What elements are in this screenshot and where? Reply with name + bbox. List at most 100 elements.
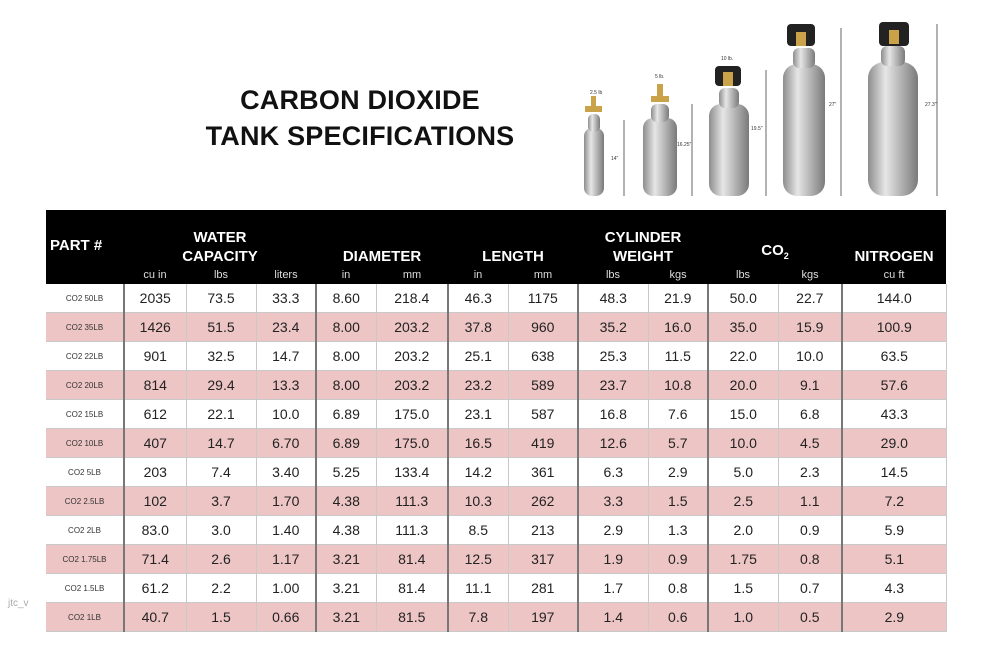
table-cell: 6.89 xyxy=(315,399,377,429)
header-cyl-line2: WEIGHT xyxy=(613,248,674,265)
part-number-cell: CO2 10LB xyxy=(46,428,125,458)
table-cell: 14.5 xyxy=(841,457,947,487)
table-cell: 111.3 xyxy=(376,486,449,516)
table-row: CO2 35LB 1426 51.5 23.4 8.00 203.2 37.8 960 35.2… xyxy=(46,312,947,342)
part-number-cell: CO2 15LB xyxy=(46,399,125,429)
header-nitrogen: NITROGEN xyxy=(842,210,947,266)
table-cell: 218.4 xyxy=(376,284,449,313)
table-cell: 0.5 xyxy=(778,602,843,632)
tank-5lb: 5 lb. 16.25" xyxy=(643,74,693,196)
header-part: PART # xyxy=(46,210,124,266)
table-cell: 14.7 xyxy=(256,341,317,371)
table-cell: 5.9 xyxy=(841,515,947,545)
table-cell: 407 xyxy=(123,428,187,458)
table-cell: 3.21 xyxy=(315,573,377,603)
table-cell: 51.5 xyxy=(186,312,257,342)
table-cell: 203.2 xyxy=(376,370,449,400)
table-cell: 203.2 xyxy=(376,312,449,342)
table-cell: 4.3 xyxy=(841,573,947,603)
table-cell: 16.0 xyxy=(648,312,709,342)
table-cell: 46.3 xyxy=(447,284,509,313)
table-cell: 25.1 xyxy=(447,341,509,371)
table-cell: 4.38 xyxy=(315,515,377,545)
table-cell: 1.4 xyxy=(577,602,649,632)
header-co2-main: CO xyxy=(761,242,784,259)
table-cell: 22.1 xyxy=(186,399,257,429)
table-cell: 1.7 xyxy=(577,573,649,603)
table-cell: 1.5 xyxy=(648,486,709,516)
table-cell: 100.9 xyxy=(841,312,947,342)
header-length: LENGTH xyxy=(448,210,579,266)
table-cell: 8.00 xyxy=(315,370,377,400)
tank-5-height-label: 27.3" xyxy=(925,102,937,108)
table-cell: 814 xyxy=(123,370,187,400)
table-cell: 16.8 xyxy=(577,399,649,429)
table-cell: 5.7 xyxy=(648,428,709,458)
tank-1-height-label: 14" xyxy=(611,156,619,162)
table-cell: 2.0 xyxy=(707,515,779,545)
table-row: CO2 2LB 83.0 3.0 1.40 4.38 111.3 8.5 213 2.9 1.3 2… xyxy=(46,515,947,545)
table-cell: 361 xyxy=(508,457,579,487)
table-cell: 3.21 xyxy=(315,544,377,574)
table-cell: 213 xyxy=(508,515,579,545)
table-cell: 2.9 xyxy=(648,457,709,487)
table-cell: 6.89 xyxy=(315,428,377,458)
unit-cell: kgs xyxy=(648,266,709,284)
table-cell: 4.38 xyxy=(315,486,377,516)
tank-2-weight-label: 5 lb. xyxy=(655,74,664,80)
page-title: CARBON DIOXIDE TANK SPECIFICATIONS xyxy=(150,82,570,154)
table-cell: 3.7 xyxy=(186,486,257,516)
table-cell: 57.6 xyxy=(841,370,947,400)
part-number-cell: CO2 22LB xyxy=(46,341,125,371)
part-number-cell: CO2 50LB xyxy=(46,284,125,313)
table-row: CO2 15LB 612 22.1 10.0 6.89 175.0 23.1 587 16.8 7… xyxy=(46,399,947,429)
table-cell: 35.2 xyxy=(577,312,649,342)
tank-2-5lb: 2.5 lb 14" xyxy=(584,90,625,196)
table-cell: 7.4 xyxy=(186,457,257,487)
table-cell: 15.0 xyxy=(707,399,779,429)
table-cell: 0.8 xyxy=(778,544,843,574)
header-water-capacity: WATER CAPACITY xyxy=(124,210,316,266)
table-row: CO2 1.75LB 71.4 2.6 1.17 3.21 81.4 12.5 317 1.9 0… xyxy=(46,544,947,574)
part-number-cell: CO2 35LB xyxy=(46,312,125,342)
table-cell: 8.5 xyxy=(447,515,509,545)
table-cell: 23.4 xyxy=(256,312,317,342)
table-row: CO2 50LB 2035 73.5 33.3 8.60 218.4 46.3 1175 48.… xyxy=(46,284,947,313)
table-cell: 1.70 xyxy=(256,486,317,516)
spec-table: PART # WATER CAPACITY DIAMETER LENGTH CY… xyxy=(46,210,947,632)
table-cell: 81.4 xyxy=(376,544,449,574)
title-line-1: CARBON DIOXIDE xyxy=(240,85,480,115)
table-cell: 10.8 xyxy=(648,370,709,400)
table-cell: 197 xyxy=(508,602,579,632)
table-cell: 203 xyxy=(123,457,187,487)
table-cell: 0.9 xyxy=(778,515,843,545)
table-cell: 35.0 xyxy=(707,312,779,342)
table-cell: 1.9 xyxy=(577,544,649,574)
table-cell: 1426 xyxy=(123,312,187,342)
table-cell: 638 xyxy=(508,341,579,371)
table-cell: 4.5 xyxy=(778,428,843,458)
table-cell: 10.0 xyxy=(256,399,317,429)
unit-cell: mm xyxy=(508,266,579,284)
table-cell: 1.00 xyxy=(256,573,317,603)
table-cell: 144.0 xyxy=(841,284,947,313)
header-cyl-line1: CYLINDER xyxy=(604,229,682,246)
table-cell: 2.3 xyxy=(778,457,843,487)
table-cell: 2.6 xyxy=(186,544,257,574)
table-cell: 43.3 xyxy=(841,399,947,429)
unit-cell: liters xyxy=(256,266,316,284)
table-cell: 2.9 xyxy=(577,515,649,545)
table-cell: 1.1 xyxy=(778,486,843,516)
table-cell: 29.0 xyxy=(841,428,947,458)
table-cell: 6.8 xyxy=(778,399,843,429)
tank-10lb: 10 lb. 19.5" xyxy=(709,56,767,196)
table-cell: 317 xyxy=(508,544,579,574)
table-row: CO2 5LB 203 7.4 3.40 5.25 133.4 14.2 361 6.3 2.9 5… xyxy=(46,457,947,487)
part-number-cell: CO2 5LB xyxy=(46,457,125,487)
table-cell: 5.1 xyxy=(841,544,947,574)
table-cell: 61.2 xyxy=(123,573,187,603)
table-cell: 29.4 xyxy=(186,370,257,400)
table-cell: 0.66 xyxy=(256,602,317,632)
title-line-2: TANK SPECIFICATIONS xyxy=(205,121,515,151)
table-cell: 81.5 xyxy=(376,602,449,632)
